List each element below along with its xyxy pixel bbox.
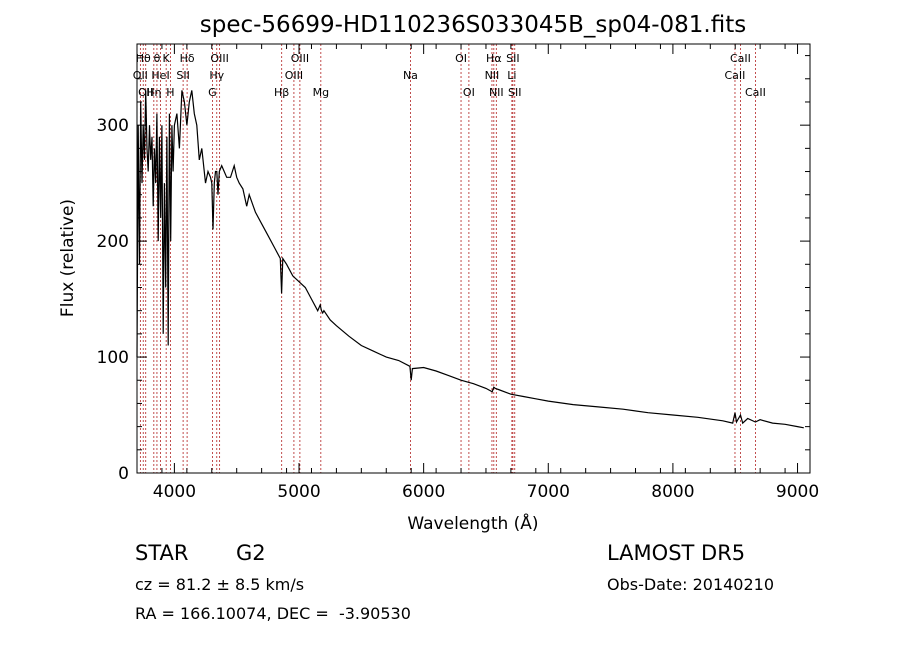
- line-marker-label: OIII: [210, 52, 228, 65]
- line-marker-label: CaII: [725, 69, 746, 82]
- line-marker-label: SII: [508, 86, 521, 99]
- y-tick-label: 100: [97, 348, 129, 368]
- x-tick-label: 7000: [527, 482, 570, 502]
- line-marker-label: Hα: [486, 52, 502, 65]
- line-marker-label: Na: [403, 69, 418, 82]
- spectrum-line: [136, 90, 804, 429]
- line-marker-label: OII: [133, 69, 148, 82]
- survey-name: LAMOST DR5: [607, 541, 746, 565]
- y-axis-label: Flux (relative): [58, 199, 78, 317]
- spectral-subclass: G2: [236, 541, 266, 565]
- chart-title: spec-56699-HD110236S033045B_sp04-081.fit…: [200, 12, 746, 38]
- line-marker-label: G: [208, 86, 217, 99]
- line-marker-label: OIII: [285, 69, 303, 82]
- line-marker-label: OI: [463, 86, 475, 99]
- line-marker-label: SII: [176, 69, 189, 82]
- object-type: STAR: [135, 541, 189, 565]
- line-marker-label: CaII: [745, 86, 766, 99]
- line-marker-label: Hη: [146, 86, 161, 99]
- line-markers: [139, 44, 756, 473]
- line-marker-label: H: [166, 86, 174, 99]
- redshift-value: cz = 81.2 ± 8.5 km/s: [135, 575, 305, 594]
- y-tick-label: 0: [118, 464, 129, 484]
- line-marker-label: Li: [507, 69, 516, 82]
- line-marker-label: Hβ: [274, 86, 289, 99]
- x-axis-label: Wavelength (Å): [407, 512, 538, 534]
- x-axis-ticks: 4000 5000 6000 7000 8000 9000: [136, 44, 819, 502]
- line-marker-label: Hδ: [180, 52, 195, 65]
- line-marker-label: NII: [485, 69, 500, 82]
- obs-date: Obs-Date: 20140210: [607, 575, 775, 594]
- line-marker-label: SII: [506, 52, 519, 65]
- line-marker-label: K: [163, 52, 171, 65]
- x-tick-label: 5000: [277, 482, 320, 502]
- plot-frame: [136, 43, 811, 474]
- x-tick-label: 9000: [776, 482, 819, 502]
- line-marker-label: CaII: [730, 52, 751, 65]
- line-marker-label: OI: [455, 52, 467, 65]
- line-marker-label: NII: [489, 86, 504, 99]
- y-tick-label: 200: [97, 232, 129, 252]
- x-tick-label: 6000: [402, 482, 445, 502]
- y-tick-label: 300: [97, 116, 129, 136]
- line-marker-label: Hγ: [209, 69, 224, 82]
- line-marker-label: θ: [154, 52, 161, 65]
- y-axis-ticks: 0 100 200 300: [97, 55, 810, 484]
- line-marker-label: Hθ: [136, 52, 151, 65]
- coordinates: RA = 166.10074, DEC = -3.90530: [135, 604, 411, 623]
- x-tick-label: 4000: [153, 482, 196, 502]
- line-marker-label: OIII: [291, 52, 309, 65]
- line-marker-label: HeI: [151, 69, 169, 82]
- line-marker-label: Mg: [313, 86, 329, 99]
- x-tick-label: 8000: [651, 482, 694, 502]
